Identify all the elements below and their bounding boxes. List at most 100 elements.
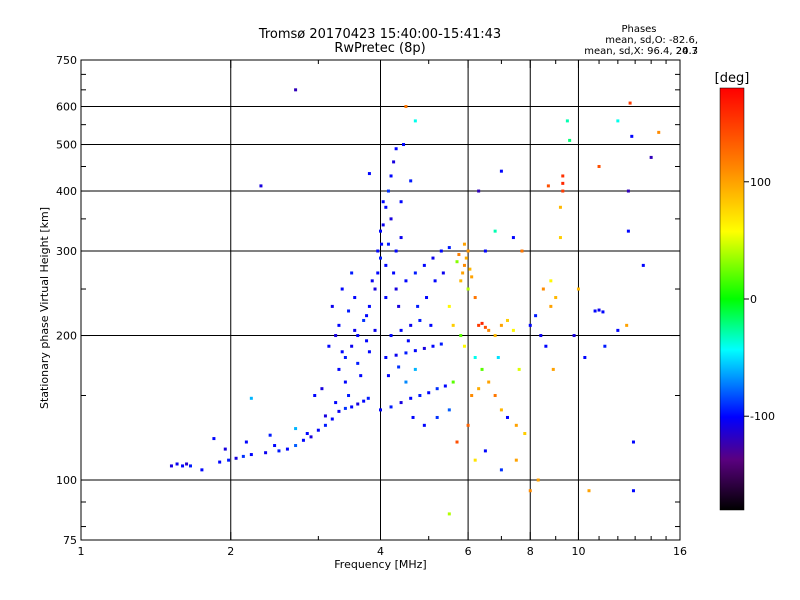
data-point [340, 350, 344, 354]
colorbar [719, 87, 745, 511]
data-point [413, 271, 417, 275]
data-point [630, 134, 634, 138]
data-point [466, 287, 470, 291]
data-point [330, 304, 334, 308]
data-point [422, 423, 426, 427]
data-point [626, 229, 630, 233]
data-point [427, 391, 431, 395]
data-point [294, 427, 298, 431]
data-point [399, 236, 403, 240]
data-point [433, 279, 437, 283]
y-tick-label: 300 [56, 245, 77, 258]
data-point [394, 353, 398, 357]
data-point [468, 267, 472, 271]
data-point [439, 342, 443, 346]
data-point [418, 318, 422, 322]
data-point [379, 256, 382, 260]
data-point [593, 309, 597, 313]
data-point [461, 271, 465, 275]
data-point [397, 304, 401, 308]
data-point [386, 189, 390, 193]
data-point [362, 399, 366, 403]
data-point [473, 355, 477, 359]
data-point [429, 323, 433, 327]
data-point [511, 236, 515, 240]
data-point [362, 318, 366, 322]
data-point [212, 437, 216, 441]
data-point [464, 256, 468, 260]
data-point [241, 454, 245, 458]
data-point [234, 456, 238, 460]
y-tick-label: 200 [56, 330, 77, 343]
data-point [528, 489, 532, 493]
data-point [425, 296, 429, 300]
data-point [367, 172, 371, 176]
data-point [334, 401, 338, 405]
data-point [343, 406, 347, 410]
data-point [505, 318, 509, 322]
data-point [264, 451, 268, 455]
y-tick-label: 750 [56, 54, 77, 67]
data-point [409, 396, 413, 400]
data-point [603, 344, 607, 348]
data-point [473, 296, 477, 300]
x-axis-label: Frequency [MHz] [334, 558, 426, 571]
data-point [462, 263, 466, 267]
data-point [327, 344, 331, 348]
data-point [175, 462, 179, 466]
data-point [443, 384, 447, 388]
data-point [376, 271, 380, 275]
data-point [409, 179, 413, 183]
data-point [353, 328, 357, 332]
data-point [416, 304, 420, 308]
data-point [181, 464, 185, 468]
data-point [483, 249, 487, 253]
data-point [499, 408, 503, 412]
data-point [305, 432, 309, 436]
data-point [583, 355, 587, 359]
data-point [616, 328, 620, 332]
data-point [447, 408, 451, 412]
data-point [616, 119, 620, 123]
data-point [379, 408, 382, 412]
data-point [558, 205, 562, 209]
data-point [273, 444, 277, 448]
axis-ticks: 1 2 4 6 8 10 16 75 100 200 300 400 500 600 750 [56, 54, 687, 558]
data-point [392, 160, 396, 164]
data-point [499, 169, 503, 173]
data-point [477, 189, 481, 193]
data-point [528, 323, 532, 327]
data-point [399, 328, 403, 332]
data-point [330, 417, 334, 421]
data-point [536, 478, 540, 482]
data-point [386, 242, 390, 246]
data-point [520, 249, 524, 253]
data-point [384, 296, 388, 300]
data-point [316, 428, 320, 432]
y-axis-label: Stationary phase Virtual Height [km] [38, 207, 51, 409]
data-point [480, 367, 484, 371]
x-tick-label: 4 [377, 545, 384, 558]
data-point [511, 328, 515, 332]
data-point [404, 279, 408, 283]
data-point [347, 309, 351, 313]
data-point [384, 263, 388, 267]
data-point [418, 394, 422, 398]
data-point [389, 174, 393, 178]
data-point [409, 323, 413, 327]
data-point [366, 396, 370, 400]
data-point [411, 415, 415, 419]
data-point [477, 387, 481, 391]
data-point [402, 143, 406, 147]
y-tick-label: 400 [56, 185, 77, 198]
data-point [549, 279, 553, 283]
data-point [544, 344, 548, 348]
data-point [447, 512, 451, 516]
y-tick-label: 75 [63, 534, 77, 547]
data-point [337, 409, 341, 413]
data-point [451, 323, 455, 327]
data-point [259, 184, 263, 188]
data-point [657, 130, 661, 134]
data-point [541, 287, 545, 291]
data-point [561, 174, 565, 178]
